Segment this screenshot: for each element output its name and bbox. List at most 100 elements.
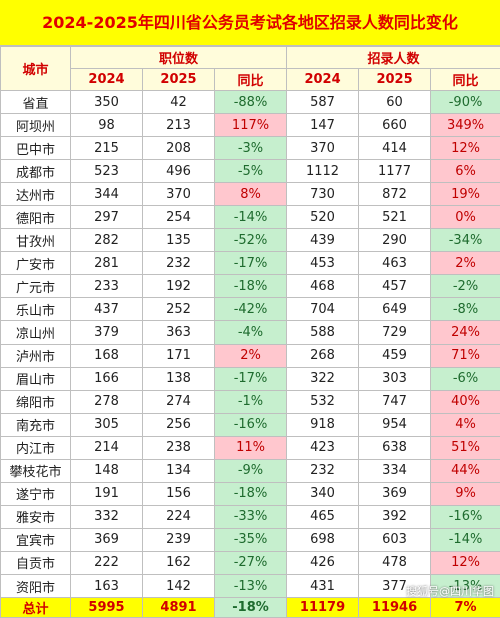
positions-2024-cell: 215	[71, 137, 143, 160]
positions-2025-cell: 232	[143, 252, 215, 275]
positions-yoy-cell: -88%	[215, 91, 287, 114]
positions-2024-cell: 168	[71, 344, 143, 367]
positions-2025-cell: 256	[143, 413, 215, 436]
city-cell: 阿坝州	[1, 114, 71, 137]
positions-2024-cell: 369	[71, 528, 143, 551]
positions-yoy-cell: 11%	[215, 436, 287, 459]
header-row-years: 2024 2025 同比 2024 2025 同比	[1, 69, 500, 91]
positions-2025-cell: 134	[143, 459, 215, 482]
positions-yoy-cell: -3%	[215, 137, 287, 160]
positions-yoy-cell: -33%	[215, 505, 287, 528]
city-cell: 广元市	[1, 275, 71, 298]
positions-2025-cell: 254	[143, 206, 215, 229]
recruits-2025-cell: 638	[359, 436, 431, 459]
recruits-2024-cell: 918	[287, 413, 359, 436]
recruits-yoy-cell: 9%	[431, 482, 500, 505]
positions-2025-cell: 208	[143, 137, 215, 160]
city-cell: 凉山州	[1, 321, 71, 344]
recruits-2025-cell: 334	[359, 459, 431, 482]
recruits-yoy-cell: 71%	[431, 344, 500, 367]
total-recruits-2025: 11946	[359, 598, 431, 618]
recruits-2025-cell: 463	[359, 252, 431, 275]
city-cell: 德阳市	[1, 206, 71, 229]
recruits-yoy-cell: 24%	[431, 321, 500, 344]
positions-2024-cell: 282	[71, 229, 143, 252]
recruits-2024-cell: 370	[287, 137, 359, 160]
recruits-yoy-cell: 51%	[431, 436, 500, 459]
recruits-2024-cell: 340	[287, 482, 359, 505]
recruits-2024-cell: 468	[287, 275, 359, 298]
recruits-yoy-cell: -16%	[431, 505, 500, 528]
positions-yoy-cell: -52%	[215, 229, 287, 252]
watermark: 搜狐号@四川华图	[406, 583, 494, 599]
positions-yoy-cell: -1%	[215, 390, 287, 413]
positions-2025-cell: 239	[143, 528, 215, 551]
recruits-2024-cell: 426	[287, 551, 359, 574]
recruits-yoy-cell: -90%	[431, 91, 500, 114]
city-cell: 雅安市	[1, 505, 71, 528]
recruits-2025-cell: 60	[359, 91, 431, 114]
recruits-2025-cell: 954	[359, 413, 431, 436]
positions-2025-header: 2025	[143, 69, 215, 91]
positions-2025-cell: 142	[143, 574, 215, 597]
positions-yoy-cell: -4%	[215, 321, 287, 344]
positions-2024-cell: 281	[71, 252, 143, 275]
positions-yoy-cell: -17%	[215, 252, 287, 275]
positions-group-header: 职位数	[71, 47, 287, 69]
recruits-2024-cell: 431	[287, 574, 359, 597]
positions-2025-cell: 162	[143, 551, 215, 574]
city-cell: 宜宾市	[1, 528, 71, 551]
recruits-2024-header: 2024	[287, 69, 359, 91]
city-cell: 省直	[1, 91, 71, 114]
positions-yoy-cell: -35%	[215, 528, 287, 551]
positions-2025-cell: 138	[143, 367, 215, 390]
city-cell: 达州市	[1, 183, 71, 206]
city-cell: 泸州市	[1, 344, 71, 367]
city-cell: 成都市	[1, 160, 71, 183]
positions-yoy-cell: -5%	[215, 160, 287, 183]
positions-2025-cell: 496	[143, 160, 215, 183]
city-cell: 乐山市	[1, 298, 71, 321]
recruits-yoy-cell: 4%	[431, 413, 500, 436]
recruits-yoy-cell: -34%	[431, 229, 500, 252]
recruits-yoy-cell: 19%	[431, 183, 500, 206]
city-cell: 遂宁市	[1, 482, 71, 505]
city-cell: 攀枝花市	[1, 459, 71, 482]
page: 2024-2025年四川省公务员考试各地区招录人数同比变化 城市 职位数 招录人…	[0, 0, 500, 603]
city-cell: 南充市	[1, 413, 71, 436]
total-positions-2024: 5995	[71, 598, 143, 618]
recruits-2024-cell: 439	[287, 229, 359, 252]
positions-2024-cell: 305	[71, 413, 143, 436]
positions-2025-cell: 363	[143, 321, 215, 344]
recruits-2024-cell: 147	[287, 114, 359, 137]
positions-yoy-cell: -14%	[215, 206, 287, 229]
positions-2024-cell: 379	[71, 321, 143, 344]
total-row: 总计 5995 4891 -18% 11179 11946 7%	[1, 598, 500, 618]
total-positions-yoy: -18%	[215, 598, 287, 618]
recruits-2025-cell: 872	[359, 183, 431, 206]
city-cell: 眉山市	[1, 367, 71, 390]
positions-2024-cell: 222	[71, 551, 143, 574]
recruits-2024-cell: 520	[287, 206, 359, 229]
positions-2024-cell: 98	[71, 114, 143, 137]
positions-2024-cell: 214	[71, 436, 143, 459]
positions-2025-cell: 156	[143, 482, 215, 505]
positions-2025-cell: 213	[143, 114, 215, 137]
city-cell: 内江市	[1, 436, 71, 459]
positions-2024-cell: 191	[71, 482, 143, 505]
positions-yoy-cell: 117%	[215, 114, 287, 137]
